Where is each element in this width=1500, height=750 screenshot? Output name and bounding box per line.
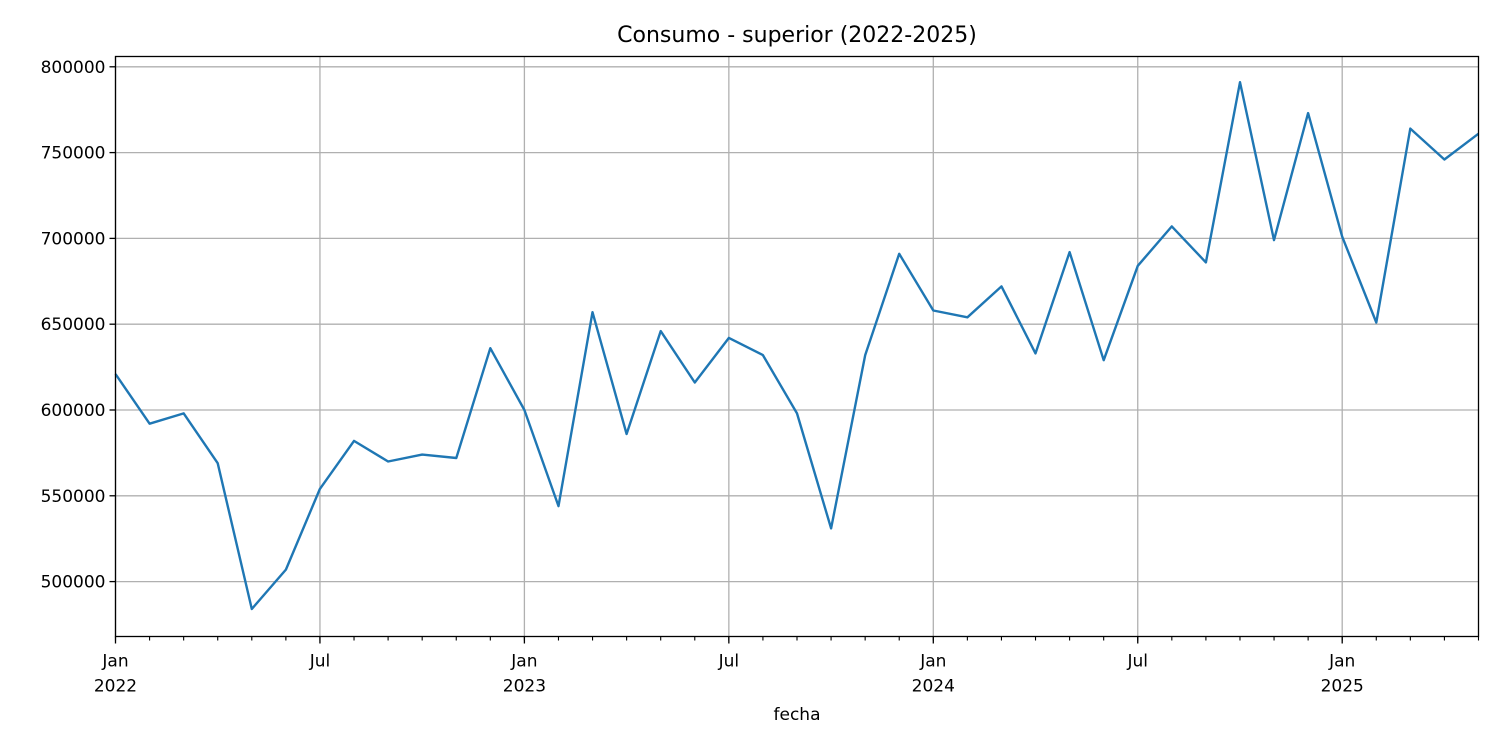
grid	[114, 56, 1479, 637]
x-tick-label: Jan	[919, 652, 946, 672]
series-line	[114, 80, 1480, 611]
y-tick-label: 700000	[41, 229, 106, 249]
y-tick-label: 650000	[41, 315, 106, 335]
y-axis: 500000 550000 600000 650000 700000 750000 8000…	[41, 58, 116, 593]
y-tick-label: 500000	[41, 573, 106, 593]
x-tick-label: Jul	[1126, 652, 1148, 672]
y-tick-label: 550000	[41, 487, 106, 507]
x-tick-label: Jan	[510, 652, 537, 672]
x-tick-label: Jul	[309, 652, 331, 672]
x-axis: Jan 2022 Jul Jan 2023 Jul Jan 2024 Jul Jan 2025	[94, 636, 1480, 697]
x-tick-label: Jan	[1328, 652, 1355, 672]
x-tick-year-label: 2022	[94, 677, 137, 697]
y-tick-label: 600000	[41, 401, 106, 421]
series-layer	[114, 80, 1480, 611]
x-tick-year-label: 2025	[1321, 677, 1364, 697]
x-tick-year-label: 2023	[503, 677, 546, 697]
y-tick-label: 800000	[41, 58, 106, 78]
chart-title: Consumo - superior (2022-2025)	[617, 23, 977, 48]
y-tick-label: 750000	[41, 144, 106, 164]
x-tick-label: Jan	[101, 652, 128, 672]
x-tick-label: Jul	[718, 652, 740, 672]
x-axis-title: fecha	[774, 705, 821, 725]
x-tick-year-label: 2024	[912, 677, 955, 697]
